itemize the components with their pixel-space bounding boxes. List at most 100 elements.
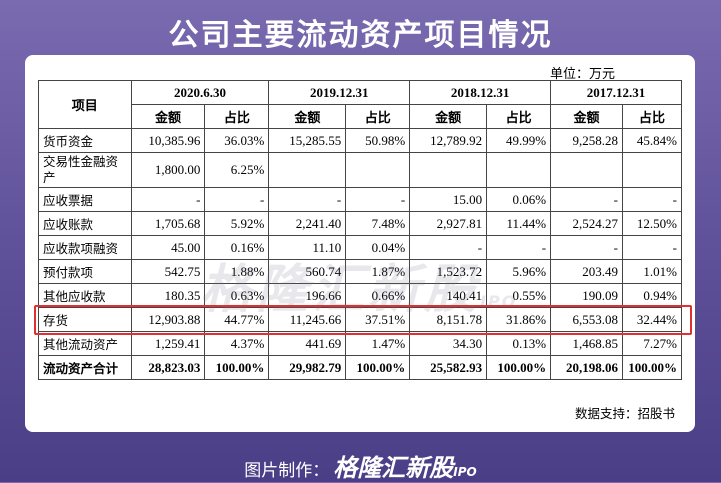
amount-cell xyxy=(409,152,488,188)
ratio-cell: 49.99% xyxy=(486,128,552,153)
ratio-cell: 32.44% xyxy=(621,307,683,332)
ratio-cell: 0.55% xyxy=(486,283,552,308)
ratio-cell: 12.50% xyxy=(621,211,683,236)
amount-cell: 25,582.93 xyxy=(409,355,488,380)
amount-cell: 560.74 xyxy=(268,259,347,284)
amount-cell: 140.41 xyxy=(409,283,488,308)
ratio-cell: 6.25% xyxy=(204,152,270,188)
table-body: 货币资金 10,385.96 36.03% 15,285.55 50.98% 12,789… xyxy=(38,128,683,380)
ratio-cell xyxy=(486,152,552,188)
ratio-header: 占比 xyxy=(486,104,552,129)
amount-cell: - xyxy=(409,235,488,260)
table-row: 应收款项融资 45.00 0.16% 11.10 0.04% - - - - xyxy=(38,235,683,260)
table-card: 单位：万元 项目 2020.6.30 2019.12.31 2018.12.31… xyxy=(25,55,695,432)
amount-cell: 15.00 xyxy=(409,187,488,212)
amount-cell: 1,705.68 xyxy=(130,211,206,236)
amount-cell: 1,468.85 xyxy=(550,331,623,356)
amount-cell: 12,903.88 xyxy=(130,307,206,332)
ratio-cell: 100.00% xyxy=(204,355,270,380)
ratio-cell: 1.88% xyxy=(204,259,270,284)
amount-cell: 203.49 xyxy=(550,259,623,284)
amount-cell: 2,927.81 xyxy=(409,211,488,236)
amount-cell: 1,259.41 xyxy=(130,331,206,356)
amount-cell: 15,285.55 xyxy=(268,128,347,153)
table-row: 交易性金融资产 1,800.00 6.25% xyxy=(38,152,683,188)
period-header: 2017.12.31 xyxy=(550,80,682,105)
amount-cell: 6,553.08 xyxy=(550,307,623,332)
amount-cell xyxy=(550,152,623,188)
amount-cell: - xyxy=(550,235,623,260)
amount-cell: 1,523.72 xyxy=(409,259,488,284)
row-label: 应收款项融资 xyxy=(38,235,132,260)
ratio-cell: 0.63% xyxy=(204,283,270,308)
amount-cell: - xyxy=(130,187,206,212)
amount-cell: 9,258.28 xyxy=(550,128,623,153)
row-label: 应收票据 xyxy=(38,187,132,212)
table-row: 存货 12,903.88 44.77% 11,245.66 37.51% 8,151.78… xyxy=(38,307,683,332)
current-assets-table: 项目 2020.6.30 2019.12.31 2018.12.31 2017.… xyxy=(38,80,683,380)
ratio-cell: 45.84% xyxy=(621,128,683,153)
page-title: 公司主要流动资产项目情况 xyxy=(168,18,553,53)
table-row: 应收票据 - - - -15.00 0.06% - - xyxy=(38,187,683,212)
amount-cell: 12,789.92 xyxy=(409,128,488,153)
amount-cell: 11,245.66 xyxy=(268,307,347,332)
ratio-cell: - xyxy=(486,235,552,260)
amount-cell: 2,241.40 xyxy=(268,211,347,236)
amount-cell: 34.30 xyxy=(409,331,488,356)
row-label: 货币资金 xyxy=(38,128,132,153)
ratio-cell: 0.04% xyxy=(345,235,411,260)
period-header: 2018.12.31 xyxy=(409,80,552,105)
ratio-cell xyxy=(345,152,411,188)
ratio-cell: 100.00% xyxy=(486,355,552,380)
ratio-cell xyxy=(621,152,683,188)
amount-cell: 45.00 xyxy=(130,235,206,260)
row-label: 其他应收款 xyxy=(38,283,132,308)
row-label: 交易性金融资产 xyxy=(38,152,132,188)
ratio-cell: 0.66% xyxy=(345,283,411,308)
table-row: 应收账款 1,705.68 5.92% 2,241.40 7.48% 2,927.81 11… xyxy=(38,211,683,236)
ratio-cell: 1.87% xyxy=(345,259,411,284)
amount-header: 金额 xyxy=(550,104,623,129)
amount-cell: - xyxy=(268,187,347,212)
ratio-cell: 1.47% xyxy=(345,331,411,356)
ratio-cell: 0.13% xyxy=(486,331,552,356)
amount-cell: 8,151.78 xyxy=(409,307,488,332)
ratio-cell: 4.37% xyxy=(204,331,270,356)
table-row: 货币资金 10,385.96 36.03% 15,285.55 50.98% 12,789… xyxy=(38,128,683,153)
amount-cell: 2,524.27 xyxy=(550,211,623,236)
amount-cell: 441.69 xyxy=(268,331,347,356)
ratio-header: 占比 xyxy=(204,104,270,129)
footer-prefix: 图片制作： xyxy=(244,461,330,481)
ratio-cell: 100.00% xyxy=(345,355,411,380)
amount-cell: 196.66 xyxy=(268,283,347,308)
ratio-cell: 36.03% xyxy=(204,128,270,153)
ratio-cell: - xyxy=(621,187,683,212)
amount-cell: 10,385.96 xyxy=(130,128,206,153)
row-label: 存货 xyxy=(38,307,132,332)
ratio-header: 占比 xyxy=(621,104,683,129)
row-label: 其他流动资产 xyxy=(38,331,132,356)
ratio-cell: - xyxy=(345,187,411,212)
ratio-cell: - xyxy=(204,187,270,212)
ratio-cell: 5.96% xyxy=(486,259,552,284)
row-label: 预付款项 xyxy=(38,259,132,284)
period-header: 2020.6.30 xyxy=(130,80,270,105)
table-row: 其他流动资产 1,259.41 4.37% 441.69 1.47% 34.30 0.13%… xyxy=(38,331,683,356)
row-label: 应收账款 xyxy=(38,211,132,236)
ratio-cell: 100.00% xyxy=(621,355,683,380)
ratio-cell: - xyxy=(621,235,683,260)
amount-cell: 28,823.03 xyxy=(130,355,206,380)
amount-cell: 180.35 xyxy=(130,283,206,308)
amount-header: 金额 xyxy=(130,104,206,129)
source-note: 数据支持：招股书 xyxy=(574,406,675,421)
amount-cell: 20,198.06 xyxy=(550,355,623,380)
amount-header: 金额 xyxy=(409,104,488,129)
ratio-cell: 0.06% xyxy=(486,187,552,212)
amount-cell: 542.75 xyxy=(130,259,206,284)
ratio-cell: 31.86% xyxy=(486,307,552,332)
amount-cell: 190.09 xyxy=(550,283,623,308)
amount-cell xyxy=(268,152,347,188)
ratio-cell: 0.94% xyxy=(621,283,683,308)
table-row: 流动资产合计 28,823.03 100.00% 29,982.79 100.00% 25… xyxy=(38,355,683,380)
table-row: 预付款项 542.75 1.88% 560.74 1.87% 1,523.72 5.96% 2… xyxy=(38,259,683,284)
